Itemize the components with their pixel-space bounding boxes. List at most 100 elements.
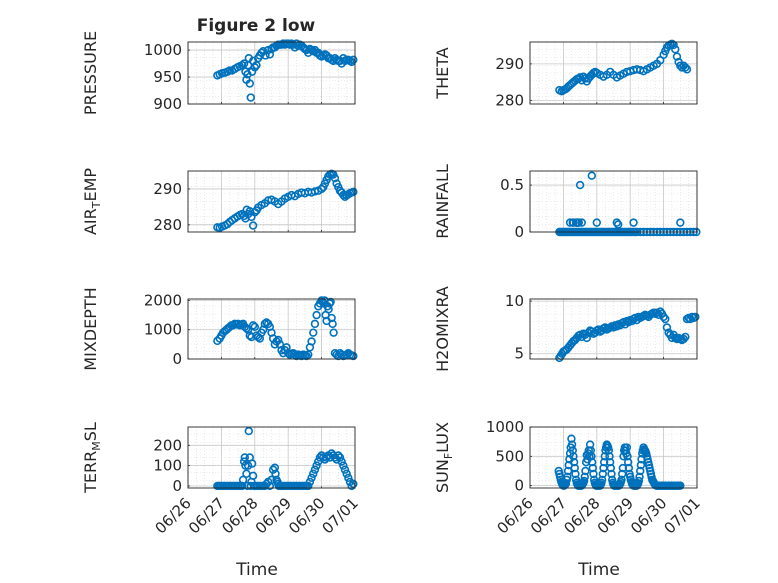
x-tick-label: 06/30 (627, 494, 670, 537)
y-tick-label: 5 (514, 345, 524, 363)
data-point (324, 305, 333, 314)
data-point (349, 187, 358, 197)
data-point (677, 63, 687, 72)
data-point (581, 466, 590, 476)
data-series (213, 426, 358, 491)
data-point (587, 457, 597, 467)
data-point (597, 475, 607, 484)
y-axis-label: MIXDEPTH (81, 287, 100, 370)
subplot-row4-left: 0 100 200 TERRMSL 06/2606/2706/2806/2906/300… (81, 422, 362, 537)
data-point (304, 481, 313, 491)
data-point (307, 337, 316, 346)
data-point (605, 452, 614, 461)
y-axis-label: AIRTEMP (81, 168, 103, 235)
data-point (344, 473, 353, 483)
data-series (554, 434, 685, 490)
subplot-row1-left: 900 950 1000 PRESSURE (81, 31, 358, 115)
data-point (624, 463, 634, 473)
data-point (312, 461, 321, 470)
x-tick-label: 07/01 (661, 494, 704, 537)
data-point (248, 471, 258, 480)
data-point (567, 434, 576, 443)
axes-box (187, 170, 356, 233)
subplot-row2-right: 0 0.5 RAINFALL (433, 164, 701, 241)
data-point (305, 477, 315, 487)
y-axis-label: H2OMIXRA (433, 286, 452, 372)
subplot-row4-right: 0 500 1000 SUNFLUX 06/2606/2706/2806/2906/30… (433, 418, 704, 537)
data-point (681, 332, 690, 342)
y-tick-label: 200 (153, 436, 182, 454)
data-point (592, 218, 601, 227)
data-point (661, 314, 670, 324)
y-axis-label: RAINFALL (433, 164, 452, 239)
data-point (676, 218, 685, 227)
data-point (307, 473, 316, 483)
data-point (238, 475, 248, 485)
data-point (337, 457, 346, 466)
x-axis-label-left: Time (235, 560, 278, 580)
data-point (213, 336, 222, 346)
y-tick-label: 0 (172, 477, 182, 495)
y-tick-label: 1000 (144, 41, 182, 59)
subplot-row2-left: 280 290 AIRTEMP (81, 168, 358, 235)
data-point (244, 426, 253, 436)
axes-box (529, 426, 698, 489)
axes-box (187, 41, 356, 105)
data-point (335, 453, 345, 462)
data-point (239, 59, 249, 68)
x-tick-label: 06/27 (185, 494, 228, 537)
y-tick-label: 1000 (486, 418, 524, 436)
data-point (681, 63, 690, 72)
data-point (587, 452, 596, 461)
data-point (613, 220, 623, 229)
y-tick-label: 280 (153, 216, 182, 234)
data-point (635, 472, 644, 482)
axes-box (187, 426, 356, 489)
data-point (605, 457, 615, 467)
axes-box (529, 41, 698, 105)
data-point (676, 481, 685, 490)
y-axis-label: SUNFLUX (433, 422, 455, 493)
x-axis-label-right: Time (577, 560, 620, 580)
data-point (243, 461, 253, 470)
data-point (580, 472, 589, 482)
data-point (329, 328, 338, 337)
data-point (575, 180, 585, 190)
data-point (691, 312, 700, 322)
data-point (623, 452, 632, 461)
data-point (233, 319, 243, 329)
y-tick-label: 950 (153, 68, 182, 86)
data-point (328, 319, 337, 329)
data-point (585, 440, 595, 449)
data-point (268, 465, 278, 474)
data-series (213, 296, 358, 361)
data-point (682, 65, 692, 74)
data-point (598, 469, 608, 479)
data-point (245, 79, 254, 88)
data-point (579, 476, 589, 486)
data-point (588, 463, 597, 473)
data-point (339, 461, 348, 470)
data-point (589, 469, 598, 479)
data-point (577, 218, 586, 227)
x-tick-label: 06/28 (218, 494, 261, 537)
subplot-row3-left: 0 1000 2000 MIXDEPTH (81, 287, 358, 371)
data-point (574, 218, 583, 227)
y-tick-label: 0 (514, 223, 524, 241)
x-tick-label: 06/27 (527, 494, 570, 537)
data-point (669, 40, 678, 50)
figure-title: Figure 2 low (197, 16, 316, 36)
data-point (586, 446, 595, 455)
y-axis-label: THETA (433, 47, 452, 99)
y-axis-label: TERRMSL (81, 422, 103, 494)
data-point (662, 323, 672, 332)
data-point (569, 218, 578, 227)
y-tick-label: 100 (153, 457, 182, 475)
data-point (622, 443, 632, 452)
data-point (569, 457, 579, 467)
data-point (570, 463, 579, 473)
data-series (213, 169, 358, 232)
data-point (587, 171, 596, 180)
